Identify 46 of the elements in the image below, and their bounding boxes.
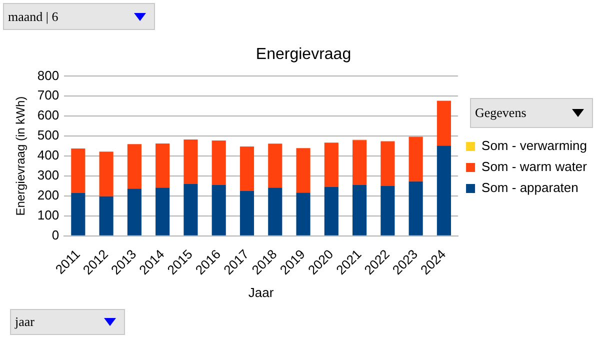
bar — [240, 146, 254, 191]
bar — [380, 186, 395, 236]
bar — [156, 143, 170, 188]
bar — [184, 139, 198, 184]
x-axis-title: Jaar — [248, 284, 274, 300]
y-tick-label: 600 — [37, 108, 60, 123]
bar — [184, 184, 198, 236]
dropdown: Gegevens — [470, 98, 593, 128]
y-tick-label: 400 — [37, 148, 60, 163]
bar — [268, 188, 282, 236]
bar — [212, 185, 226, 236]
bar — [324, 142, 338, 188]
y-tick-label: 200 — [37, 188, 60, 203]
y-tick-label: 700 — [37, 88, 60, 103]
dropdown: maand | 6 — [3, 3, 155, 30]
dropdown: jaar — [10, 309, 125, 335]
y-tick-label: 800 — [37, 68, 60, 83]
bar — [436, 146, 451, 236]
legend-label: Som - apparaten — [482, 180, 578, 196]
y-axis-title: Energievraag (in kWh) — [14, 96, 28, 216]
bar — [99, 196, 114, 236]
bar — [408, 136, 423, 182]
bar — [296, 148, 310, 193]
bar — [408, 181, 423, 236]
y-tick-label: 100 — [37, 208, 60, 223]
bar — [296, 192, 310, 236]
bar — [99, 152, 114, 196]
bar — [268, 144, 282, 188]
bar — [352, 185, 367, 236]
bar — [352, 140, 367, 186]
bar — [240, 191, 254, 236]
bar — [71, 148, 86, 193]
bar — [71, 192, 86, 236]
y-tick-label: 500 — [37, 128, 60, 143]
bar — [380, 141, 395, 186]
bar — [324, 187, 338, 236]
bar — [156, 188, 170, 236]
bar — [436, 100, 451, 146]
bar — [127, 144, 142, 189]
chart-title: Energievraag — [256, 46, 352, 64]
bar — [212, 140, 226, 186]
legend-label: Som - verwarming — [482, 138, 587, 154]
bar — [127, 188, 142, 236]
y-tick-label: 300 — [37, 168, 60, 183]
legend-label: Som - warm water — [482, 159, 588, 174]
y-tick-label: 0 — [52, 228, 60, 242]
